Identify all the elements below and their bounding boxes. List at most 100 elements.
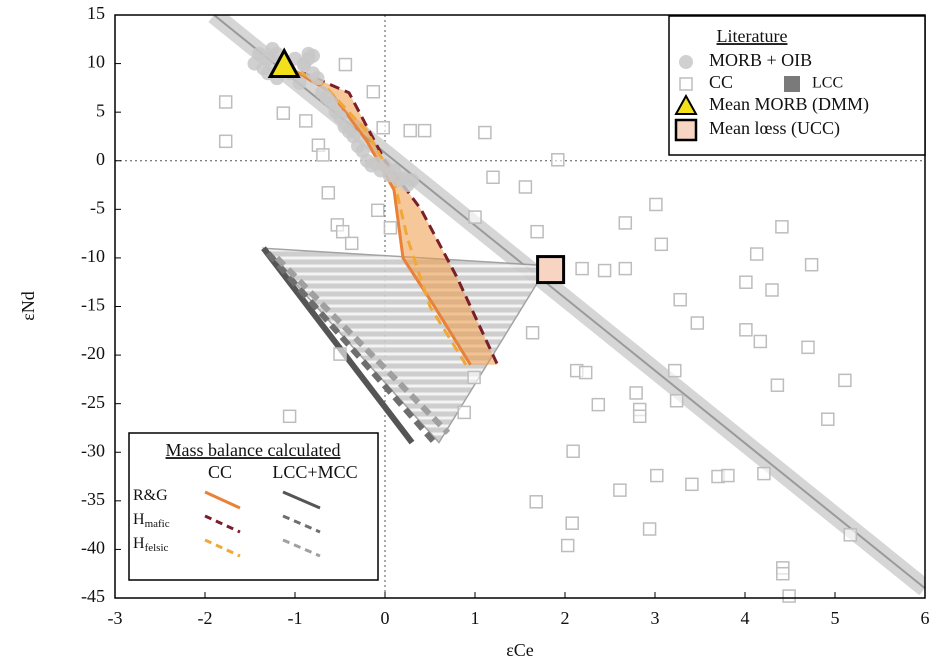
point bbox=[565, 516, 579, 530]
point bbox=[668, 363, 682, 378]
legend2-col: LCC+MCC bbox=[272, 462, 357, 482]
point bbox=[649, 197, 663, 212]
y-tick-label: -5 bbox=[90, 197, 105, 217]
point bbox=[536, 255, 566, 285]
legend-label: Mean lœss (UCC) bbox=[709, 118, 840, 139]
y-tick-label: -25 bbox=[81, 392, 105, 412]
point bbox=[310, 71, 325, 86]
point bbox=[316, 148, 330, 162]
legend-title: Literature bbox=[717, 26, 788, 46]
legend-marker bbox=[679, 77, 693, 91]
legend2-col: CC bbox=[208, 462, 232, 482]
x-axis-label: εCe bbox=[506, 640, 534, 660]
point bbox=[525, 325, 540, 340]
point bbox=[765, 283, 779, 297]
point bbox=[757, 466, 771, 481]
point bbox=[366, 85, 381, 99]
legend-marker bbox=[674, 118, 698, 142]
point bbox=[478, 125, 492, 140]
point bbox=[843, 528, 858, 542]
lcc-curve bbox=[274, 255, 451, 435]
point bbox=[267, 47, 301, 79]
point bbox=[292, 76, 307, 91]
point bbox=[775, 220, 789, 234]
point bbox=[613, 483, 627, 497]
x-tick-label: -1 bbox=[288, 608, 303, 628]
legend2-lcc-swatch bbox=[282, 514, 321, 534]
point bbox=[338, 57, 353, 72]
legend2-lcc-swatch bbox=[282, 538, 321, 558]
point bbox=[629, 386, 643, 400]
legend2-label-main: H bbox=[133, 535, 145, 552]
y-tick-label: -40 bbox=[81, 538, 105, 558]
point bbox=[753, 334, 768, 349]
point bbox=[749, 247, 764, 261]
y-tick-label: -35 bbox=[81, 489, 105, 509]
legend-label: CC bbox=[709, 72, 733, 92]
point bbox=[654, 237, 669, 252]
point bbox=[669, 394, 684, 408]
point bbox=[838, 373, 852, 388]
point bbox=[218, 134, 233, 149]
y-tick-label: -15 bbox=[81, 295, 105, 315]
y-tick-label: 0 bbox=[96, 149, 105, 169]
x-tick-label: 4 bbox=[741, 608, 750, 628]
legend2-box bbox=[128, 432, 379, 581]
legend-marker bbox=[679, 55, 693, 69]
point bbox=[560, 538, 575, 553]
point bbox=[642, 522, 657, 536]
legend2-lcc-swatch bbox=[282, 490, 321, 510]
point bbox=[575, 261, 589, 276]
legend-marker bbox=[674, 93, 698, 115]
y-tick-label: -45 bbox=[81, 586, 105, 606]
x-tick-label: 1 bbox=[471, 608, 480, 628]
y-tick-label: 10 bbox=[87, 52, 105, 72]
point bbox=[321, 186, 336, 200]
point bbox=[468, 210, 482, 224]
point bbox=[801, 340, 815, 355]
point bbox=[566, 444, 580, 459]
point bbox=[383, 221, 398, 235]
legend-label: Mean MORB (DMM) bbox=[709, 94, 869, 115]
legend-marker bbox=[784, 76, 800, 92]
legend2-cc-swatch bbox=[204, 538, 241, 558]
point bbox=[335, 224, 350, 239]
legend2-cc-swatch bbox=[204, 514, 241, 534]
point bbox=[618, 261, 633, 276]
x-tick-label: 3 bbox=[651, 608, 660, 628]
point bbox=[782, 589, 796, 603]
legend2-label-sub: felsic bbox=[145, 542, 169, 554]
legend-label: LCC bbox=[812, 75, 843, 92]
legend2-label: R&G bbox=[133, 487, 168, 504]
point bbox=[673, 292, 687, 307]
legend2-label-main: R&G bbox=[133, 487, 168, 504]
cc-field bbox=[286, 65, 498, 365]
point bbox=[721, 468, 735, 483]
point bbox=[804, 257, 819, 272]
y-tick-label: 5 bbox=[96, 100, 105, 120]
point bbox=[690, 316, 705, 330]
point bbox=[486, 170, 500, 185]
legend2-label-main: H bbox=[133, 511, 145, 528]
legend2-cc-swatch bbox=[204, 490, 241, 510]
point bbox=[299, 114, 313, 128]
point bbox=[650, 468, 664, 483]
x-tick-label: 6 bbox=[921, 608, 930, 628]
point bbox=[297, 58, 311, 73]
x-tick-label: 0 bbox=[381, 608, 390, 628]
point bbox=[632, 409, 647, 424]
point bbox=[685, 477, 699, 492]
point bbox=[344, 236, 359, 251]
point bbox=[518, 180, 533, 194]
point bbox=[770, 378, 785, 392]
point bbox=[776, 566, 790, 581]
x-tick-label: 2 bbox=[561, 608, 570, 628]
point bbox=[218, 95, 233, 109]
lcc-curve bbox=[265, 251, 437, 445]
legend2-label-sub: mafic bbox=[145, 518, 170, 530]
y-tick-label: 15 bbox=[87, 3, 105, 23]
point bbox=[597, 263, 612, 278]
